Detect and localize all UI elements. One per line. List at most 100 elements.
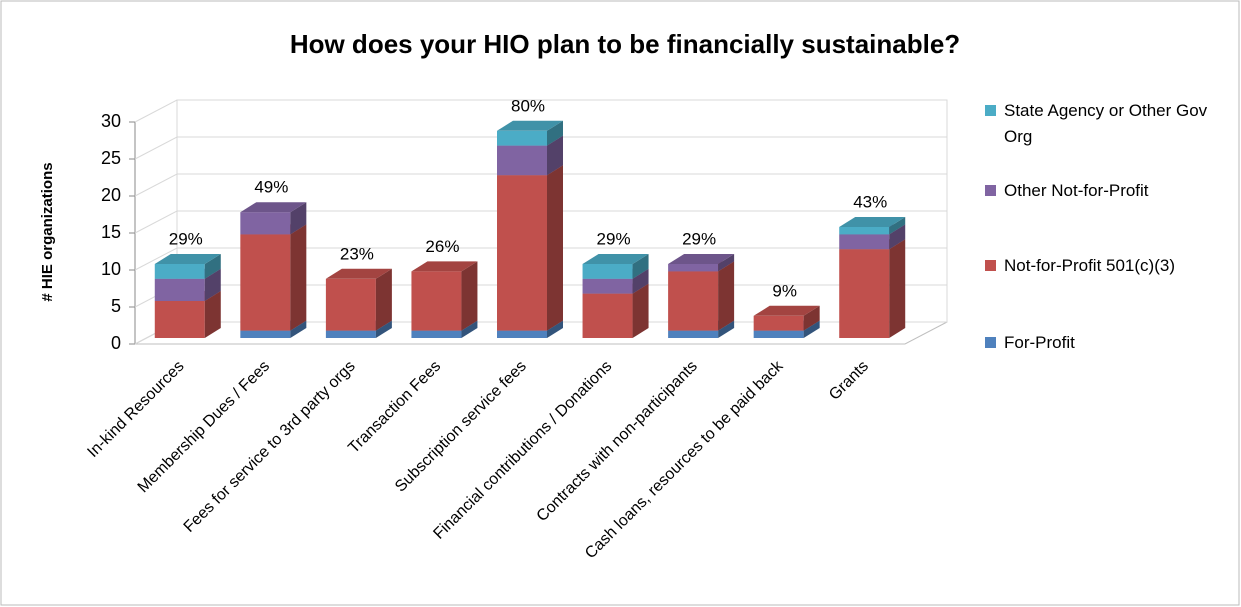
bar-front [240, 234, 291, 331]
bar-side [290, 202, 307, 235]
bar-top [154, 254, 221, 264]
bar-side [547, 120, 563, 146]
y-tick-label: 5 [111, 296, 121, 316]
legend-item: State Agency or Other Gov Org [985, 100, 1230, 150]
legend-item: Other Not-for-Profit [985, 180, 1230, 204]
bar-top [839, 217, 906, 227]
bar-side [290, 224, 307, 331]
total-label: 80% [511, 96, 545, 115]
bar-segment [582, 254, 649, 279]
bar-front [582, 293, 633, 338]
bar-side [803, 320, 820, 338]
legend-label: Not-for-Profit 501(c)(3) [1004, 256, 1175, 275]
legend-swatch [985, 105, 996, 116]
bar-side [375, 268, 392, 331]
bar-segment [839, 217, 906, 235]
y-tick-label: 20 [101, 185, 121, 205]
bar-top [582, 254, 649, 264]
chart-title: How does your HIO plan to be financially… [290, 29, 960, 59]
bar-side [889, 224, 906, 250]
total-label: 26% [425, 237, 459, 256]
legend-swatch [985, 185, 996, 196]
total-label: 29% [169, 229, 203, 248]
legend-swatch [985, 260, 996, 271]
y-tick-label: 15 [101, 222, 121, 242]
grid-line [134, 210, 947, 234]
bar-side [718, 261, 735, 331]
bar-top [240, 202, 307, 213]
bar-side [547, 320, 563, 338]
legend-label: Other Not-for-Profit [1004, 181, 1149, 200]
bar-side [290, 320, 307, 338]
bar-segment [753, 305, 820, 331]
total-label: 29% [682, 229, 716, 248]
bar-front [497, 330, 547, 338]
bar-top [411, 261, 478, 272]
bar-side [632, 283, 649, 338]
bar-side [204, 268, 221, 301]
bar-front [582, 278, 633, 294]
bar-front [325, 330, 376, 338]
bar-side [547, 135, 563, 176]
bar-side [889, 217, 906, 235]
bar-top [753, 305, 820, 316]
bar-side [547, 165, 563, 331]
y-tick-label: 30 [101, 111, 121, 131]
bar-side [632, 254, 649, 279]
bar-side [632, 268, 649, 294]
bar-side [461, 261, 478, 331]
legend-swatch [985, 337, 996, 348]
bar-front [497, 175, 547, 331]
bar-segment [497, 165, 563, 331]
bar-segment [839, 239, 906, 338]
legend-item: Not-for-Profit 501(c)(3) [985, 255, 1230, 279]
grid-line [134, 136, 947, 160]
bar-front [240, 212, 291, 235]
bar-segment [154, 254, 221, 279]
bar-front [497, 130, 547, 146]
bar-segment [240, 224, 307, 331]
y-axis-label: # HIE organizations [39, 162, 56, 301]
y-tick-label: 25 [101, 148, 121, 168]
bar-side [889, 239, 906, 338]
grid-line [134, 99, 947, 123]
bar-front [753, 330, 804, 338]
bar-front [839, 227, 890, 235]
bar-front [668, 271, 719, 331]
total-label: 23% [340, 244, 374, 263]
bar-front [411, 271, 462, 331]
bar-side [461, 320, 478, 338]
bar-side [204, 291, 221, 338]
total-label: 43% [853, 192, 887, 211]
bar-front [325, 278, 376, 331]
bar-front [154, 301, 205, 338]
y-tick-label: 10 [101, 259, 121, 279]
bar-side [718, 320, 735, 338]
total-label: 9% [772, 281, 797, 300]
bar-front [154, 264, 205, 279]
bar-front [582, 264, 633, 279]
bar-side [204, 254, 221, 279]
bar-side [375, 320, 392, 338]
bar-segment [668, 261, 735, 331]
bar-segment [240, 202, 307, 235]
bar-front [497, 145, 547, 176]
bar-front [668, 330, 719, 338]
bar-side [803, 305, 820, 331]
legend-item: For-Profit [985, 332, 1230, 356]
bar-top [325, 268, 392, 279]
bar-front [839, 234, 890, 250]
grid-line [134, 173, 947, 197]
bar-side [718, 254, 735, 272]
bar-segment [411, 261, 478, 331]
legend-label: For-Profit [1004, 333, 1075, 352]
bar-front [839, 249, 890, 338]
bar-segment [668, 254, 735, 272]
grid-line [134, 247, 947, 271]
y-tick-label: 0 [111, 333, 121, 353]
legend-label: State Agency or Other Gov Org [1004, 101, 1208, 146]
bar-top [497, 120, 563, 131]
bar-front [240, 330, 291, 338]
